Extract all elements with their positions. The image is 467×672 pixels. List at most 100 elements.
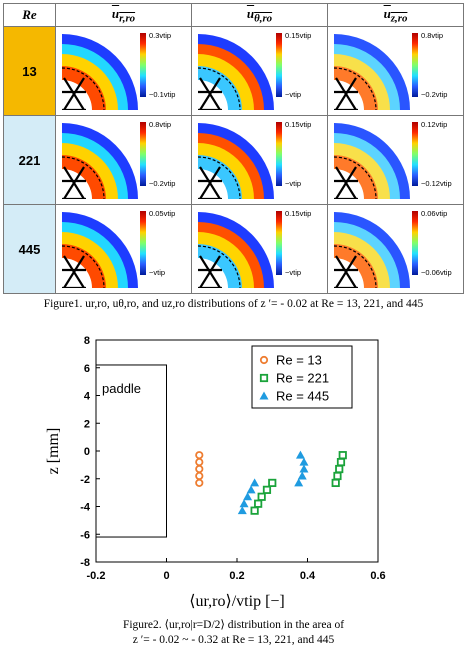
contour-plot (333, 119, 410, 204)
contour-plot (197, 119, 274, 204)
data-point (335, 464, 344, 474)
colorbar (140, 122, 146, 186)
contour-plot (333, 208, 410, 293)
x-axis-label: ⟨ur,ro⟩/vtip [−] (189, 593, 285, 610)
figure2-caption-line1: Figure2. ⟨ur,ro|r=D/2⟩ distribution in t… (122, 619, 345, 631)
legend-marker (259, 391, 269, 400)
legend-entry: Re = 221 (276, 371, 329, 386)
paddle-rect (95, 364, 167, 538)
x-tick-label: -0.2 (87, 570, 106, 582)
data-point (262, 485, 272, 494)
colorbar-min: −0.06vtip (421, 268, 452, 277)
colorbar (140, 211, 146, 275)
plot-r1c0: 0.8vtip −0.2vtip (55, 115, 192, 205)
colorbar-max: 0.06vtip (421, 209, 448, 218)
data-point (336, 457, 346, 467)
data-point (295, 450, 305, 459)
colorbar-min: −vtip (285, 90, 302, 99)
contour-plot (333, 30, 410, 115)
colorbar-max: 0.05vtip (149, 209, 176, 218)
data-point (299, 457, 309, 466)
figure2-caption: Figure2. ⟨ur,ro|r=D/2⟩ distribution in t… (0, 618, 467, 648)
y-tick-label: -2 (80, 474, 90, 486)
data-point (239, 499, 249, 508)
chart-axes: 8 6 4 2 0 -2 -4 -6 -8-0.2 0 0.2 0.4 0.6 paddle ⟨ur,ro⟩… (45, 335, 386, 610)
y-axis-label: z [mm] (45, 428, 62, 475)
data-point (195, 451, 204, 460)
figure1-table: Re ur,ro uθ,ro uz,ro 13 0.3vtip −0.1vtip … (3, 3, 464, 294)
data-point (338, 451, 347, 460)
x-tick-label: 0 (163, 570, 169, 582)
plot-r2c0: 0.05vtip −vtip (55, 204, 192, 294)
data-point (195, 464, 204, 474)
chart-marks (195, 450, 347, 515)
colorbar-max: 0.15vtip (285, 209, 312, 218)
row-label-re445: 445 (3, 204, 56, 294)
chart-legend: Re = 13 Re = 221 Re = 445 (251, 345, 353, 409)
colorbar-max: 0.8vtip (149, 120, 172, 129)
y-tick-label: 8 (84, 335, 90, 347)
y-tick-label: 6 (84, 363, 90, 375)
colorbar-min: −vtip (285, 179, 302, 188)
plot-r1c2: 0.12vtip −0.12vtip (327, 115, 464, 205)
y-tick-label: 0 (84, 446, 90, 458)
data-point (250, 506, 259, 515)
data-point (243, 492, 253, 501)
figure1-caption: Figure1. ur,ro, uθ,ro, and uz,ro distrib… (43, 298, 424, 310)
data-point (254, 499, 263, 508)
row-label-re13: 13 (3, 26, 56, 116)
y-tick-label: -8 (80, 557, 90, 569)
contour-plot (61, 30, 138, 115)
contour-plot (197, 30, 274, 115)
colorbar-max: 0.12vtip (421, 120, 448, 129)
data-point (257, 492, 266, 501)
y-tick-label: -6 (80, 529, 90, 541)
paddle-label: paddle (102, 381, 141, 396)
plot-r0c1: 0.15vtip −vtip (191, 26, 328, 116)
colorbar-min: −vtip (149, 268, 166, 277)
colorbar-max: 0.15vtip (285, 120, 312, 129)
colorbar-min: −0.12vtip (421, 179, 452, 188)
x-tick-label: 0.4 (300, 570, 316, 582)
plot-r0c2: 0.8vtip −0.2vtip (327, 26, 464, 116)
colorbar (412, 122, 418, 186)
data-point (331, 478, 340, 488)
data-point (297, 471, 307, 480)
data-point (195, 478, 204, 488)
colorbar (412, 33, 418, 97)
colorbar-min: −0.2vtip (149, 179, 176, 188)
data-point (299, 464, 309, 473)
figure2-caption-line2: z ′= - 0.02 ~ - 0.32 at Re = 13, 221, an… (132, 634, 335, 646)
y-tick-label: 2 (84, 418, 90, 430)
legend-box (251, 345, 353, 409)
colorbar (276, 33, 282, 97)
colorbar (412, 211, 418, 275)
colorbar-min: −0.1vtip (149, 90, 176, 99)
contour-plot (197, 208, 274, 293)
corner-header: Re (3, 3, 56, 27)
colorbar-min: −0.2vtip (421, 90, 448, 99)
colorbar-max: 0.15vtip (285, 31, 312, 40)
col-header-uz: uz,ro (327, 3, 464, 27)
data-point (294, 478, 304, 487)
data-point (333, 471, 342, 481)
col-header-utheta: uθ,ro (191, 3, 328, 27)
plot-r2c2: 0.06vtip −0.06vtip (327, 204, 464, 294)
data-point (237, 506, 247, 515)
data-point (195, 458, 204, 467)
figure2-chart: 8 6 4 2 0 -2 -4 -6 -8-0.2 0 0.2 0.4 0.6 paddle ⟨ur,ro⟩… (45, 335, 386, 610)
legend-entry: Re = 445 (276, 389, 329, 404)
data-point (246, 485, 256, 494)
plot-r2c1: 0.15vtip −vtip (191, 204, 328, 294)
data-point (268, 478, 277, 488)
colorbar-min: −vtip (285, 268, 302, 277)
contour-plot (61, 119, 138, 204)
legend-entry: Re = 13 (276, 353, 322, 368)
x-tick-label: 0.2 (229, 570, 244, 582)
plot-r0c0: 0.3vtip −0.1vtip (55, 26, 192, 116)
x-tick-label: 0.6 (370, 570, 385, 582)
y-tick-label: 4 (84, 391, 91, 403)
plot-r1c1: 0.15vtip −vtip (191, 115, 328, 205)
contour-plot (61, 208, 138, 293)
col-header-ur: ur,ro (55, 3, 192, 27)
